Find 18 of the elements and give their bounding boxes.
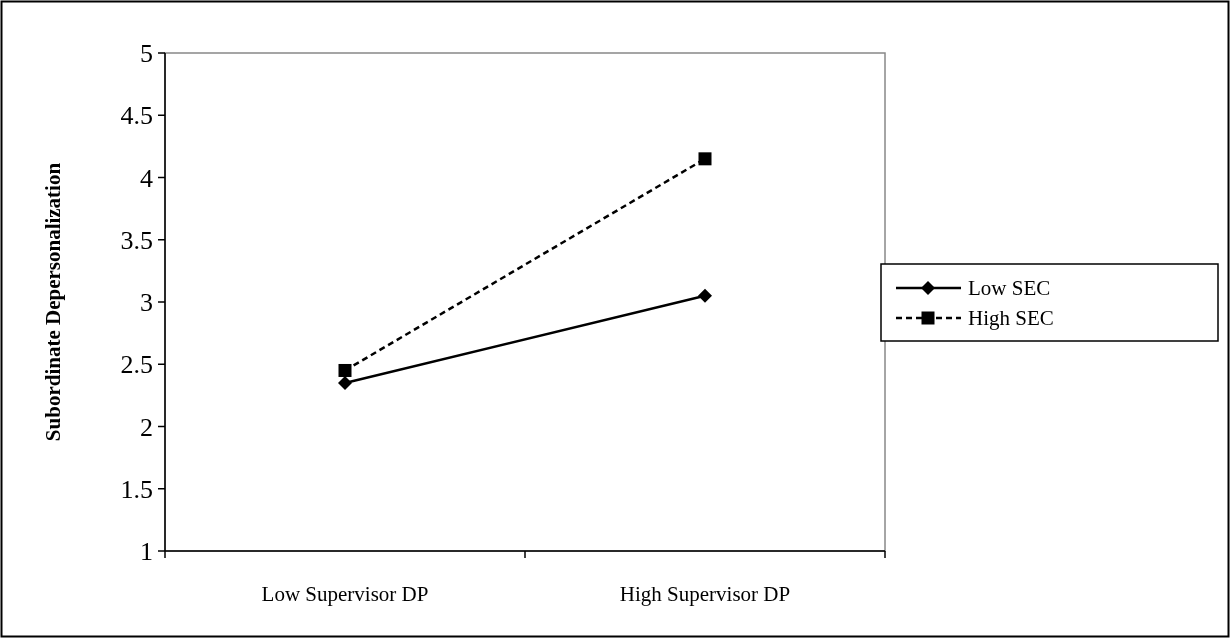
y-tick-label: 1.5 xyxy=(120,474,153,504)
y-tick-label: 5 xyxy=(140,39,153,69)
y-axis-title: Subordinate Depersonalization xyxy=(41,162,65,442)
x-tick-label: Low Supervisor DP xyxy=(261,582,429,606)
point xyxy=(698,288,712,303)
y-tick-label: 3 xyxy=(140,288,153,318)
y-tick-label: 2 xyxy=(140,412,153,442)
point xyxy=(338,375,352,390)
y-tick-label: 4.5 xyxy=(120,101,153,131)
y-tick-label: 3.5 xyxy=(120,225,153,255)
legend-label: Low SEC xyxy=(968,276,1051,301)
y-tick-label: 2.5 xyxy=(120,350,153,380)
y-tick-label: 4 xyxy=(140,163,153,193)
point xyxy=(338,363,352,377)
x-tick-label: High Supervisor DP xyxy=(619,582,791,606)
point xyxy=(698,152,712,166)
y-tick-label: 1 xyxy=(140,537,153,567)
legend-label: High SEC xyxy=(968,306,1054,331)
